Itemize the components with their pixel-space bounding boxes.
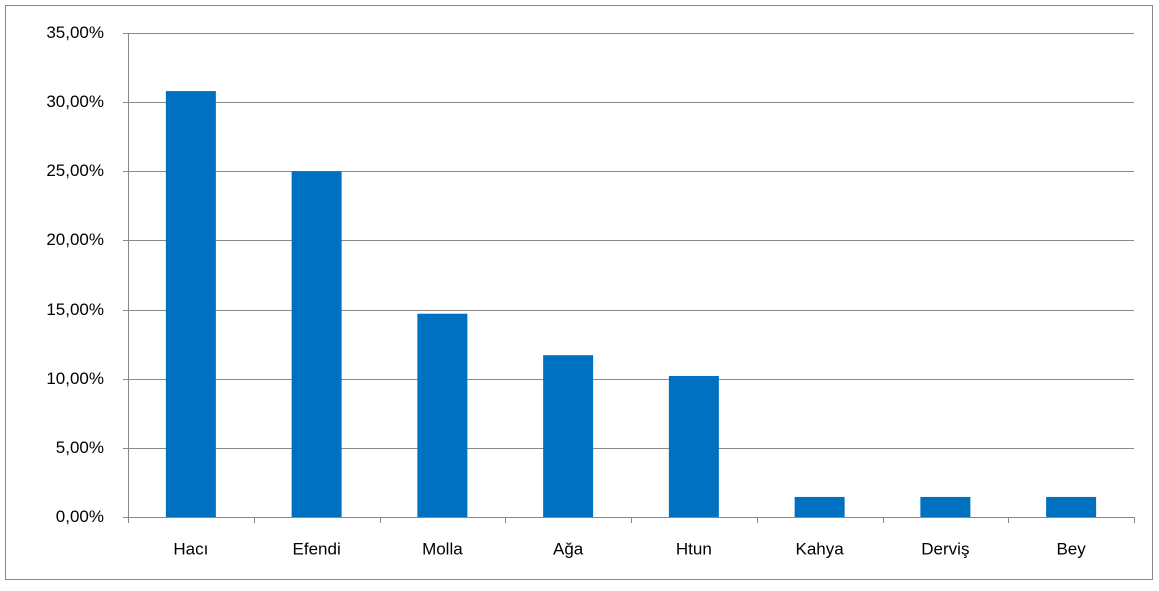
x-tick-label: Derviş bbox=[921, 539, 969, 558]
x-tick-label: Kahya bbox=[796, 539, 845, 558]
y-tick-label: 20,00% bbox=[46, 230, 104, 249]
bar bbox=[668, 375, 719, 517]
bar bbox=[1046, 496, 1097, 517]
bar bbox=[543, 355, 594, 517]
x-tick-label: Htun bbox=[676, 539, 712, 558]
y-tick-label: 10,00% bbox=[46, 369, 104, 388]
bar bbox=[794, 496, 845, 517]
x-tick-label: Ağa bbox=[553, 539, 584, 558]
bar bbox=[291, 171, 342, 518]
x-tick-label: Efendi bbox=[293, 539, 341, 558]
y-tick-label: 30,00% bbox=[46, 92, 104, 111]
bar bbox=[920, 496, 971, 517]
bar bbox=[417, 313, 468, 517]
y-tick-label: 25,00% bbox=[46, 161, 104, 180]
y-tick-label: 35,00% bbox=[46, 23, 104, 42]
x-tick-label: Bey bbox=[1056, 539, 1086, 558]
bar bbox=[165, 91, 216, 517]
x-tick-label: Molla bbox=[422, 539, 463, 558]
y-tick-label: 5,00% bbox=[56, 438, 104, 457]
y-tick-label: 0,00% bbox=[56, 507, 104, 526]
y-tick-label: 15,00% bbox=[46, 300, 104, 319]
x-tick-label: Hacı bbox=[173, 539, 208, 558]
